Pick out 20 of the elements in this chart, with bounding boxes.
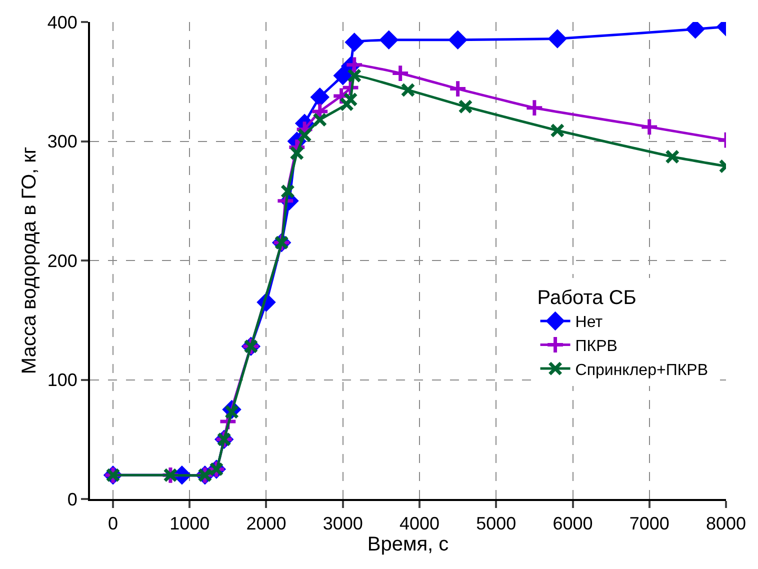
legend-title: Работа СБ	[537, 287, 636, 310]
y-tick-label: 400	[47, 12, 78, 32]
x-tick-label: 8000	[706, 514, 746, 534]
x-tick-label: 0	[108, 514, 118, 534]
y-axis-title: Масса водорода в ГО, кг	[18, 146, 40, 374]
x-tick-label: 4000	[399, 514, 440, 534]
x-tick-label: 6000	[552, 514, 593, 534]
y-tick-label: 0	[67, 489, 78, 510]
legend-label: Нет	[575, 314, 604, 332]
legend-label: ПКРВ	[575, 338, 618, 355]
y-tick-label: 300	[47, 132, 78, 152]
x-tick-label: 5000	[476, 514, 516, 534]
y-tick-label: 200	[47, 250, 78, 271]
x-axis-title: Время, с	[367, 534, 449, 556]
y-tick-label: 100	[47, 370, 78, 390]
x-tick-label: 1000	[170, 514, 210, 534]
x-tick-label: 3000	[322, 514, 363, 534]
legend-label: Спринклер+ПКРВ	[575, 362, 708, 379]
x-tick-label: 2000	[246, 514, 286, 534]
x-tick-label: 7000	[629, 514, 670, 534]
